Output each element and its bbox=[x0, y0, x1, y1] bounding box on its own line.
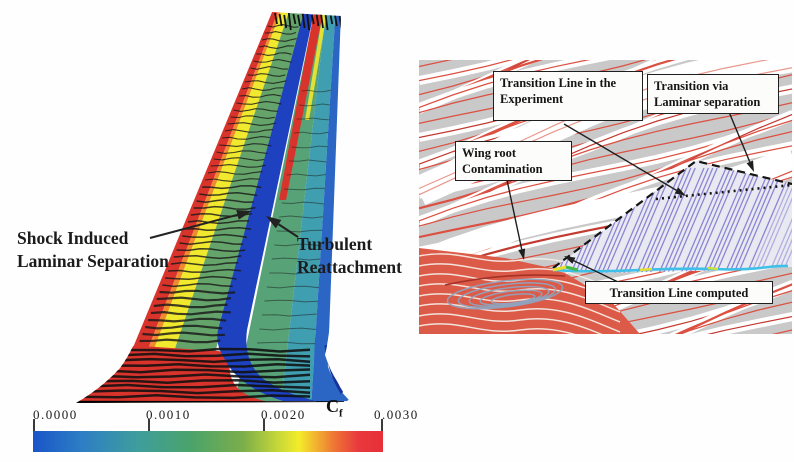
left-annotation-arrows bbox=[149, 210, 299, 239]
annotation-line: Reattachment bbox=[297, 256, 402, 277]
colorbar-tick-mark bbox=[148, 419, 150, 431]
annotation-line: Laminar Separation bbox=[17, 250, 169, 271]
colorbar-tick-label: 0.0010 bbox=[146, 407, 191, 422]
annotation-turbulent-reattachment: Turbulent Reattachment bbox=[297, 233, 402, 279]
annotation-shock-induced-laminar-separation: Shock Induced Laminar Separation bbox=[17, 227, 169, 273]
right-annotation-arrows bbox=[506, 111, 754, 283]
annotation-line: Shock Induced bbox=[17, 228, 129, 248]
cf-symbol: Cf bbox=[326, 396, 343, 420]
colorbar-tick-mark bbox=[263, 419, 265, 431]
annotation-box-transition-via-laminar-separation: Transition via Laminar separation bbox=[647, 74, 779, 114]
left-wing-visualization bbox=[76, 12, 350, 403]
annotation-line: Turbulent bbox=[297, 234, 373, 254]
colorbar-gradient bbox=[33, 431, 383, 452]
colorbar-tick-mark bbox=[381, 419, 383, 431]
colorbar-tick-mark bbox=[33, 419, 35, 431]
colorbar-tick-label: 0.0000 bbox=[33, 407, 78, 422]
annotation-box-transition-line-experiment: Transition Line in the Experiment bbox=[493, 71, 643, 121]
annotation-box-transition-line-computed: Transition Line computed bbox=[585, 281, 773, 304]
colorbar-tick-label: 0.0030 bbox=[374, 407, 419, 422]
right-streamline-visualization bbox=[419, 60, 792, 334]
colorbar-tick-label: 0.0020 bbox=[261, 407, 306, 422]
annotation-box-wing-root-contamination: Wing root Contamination bbox=[455, 141, 572, 181]
